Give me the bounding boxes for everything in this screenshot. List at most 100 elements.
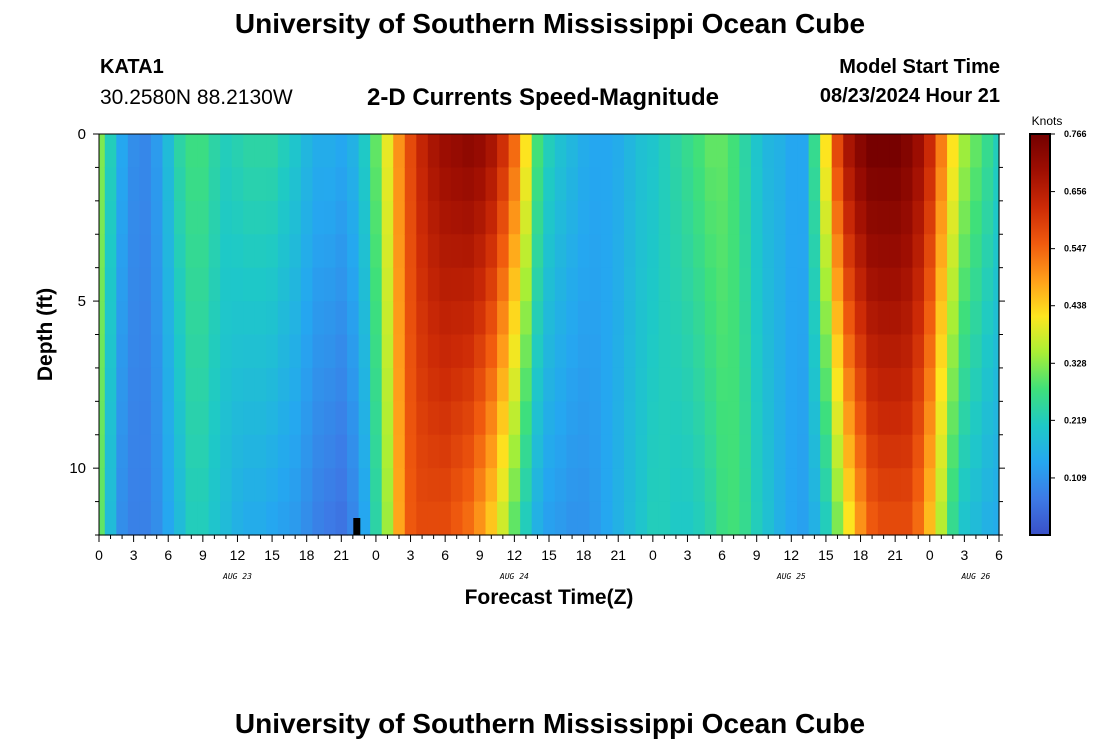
- heatmap-cell: [624, 234, 637, 269]
- heatmap-cell: [958, 334, 971, 369]
- heatmap-cell: [485, 301, 498, 336]
- heatmap-cell: [393, 367, 406, 402]
- heatmap-cell: [531, 301, 544, 336]
- heatmap-cell: [277, 434, 290, 469]
- heatmap-cell: [485, 434, 498, 469]
- heatmap-cell: [497, 167, 510, 202]
- heatmap-cell: [531, 367, 544, 402]
- heatmap-cell: [577, 301, 590, 336]
- heatmap-cell: [866, 267, 879, 302]
- heatmap-cell: [924, 134, 937, 169]
- heatmap-cell: [877, 434, 890, 469]
- heatmap-cell: [704, 200, 717, 235]
- heatmap-cell: [427, 401, 440, 436]
- heatmap-cell: [312, 200, 325, 235]
- heatmap-cell: [877, 167, 890, 202]
- heatmap-cell: [912, 301, 925, 336]
- heatmap-cell: [543, 167, 556, 202]
- heatmap-cell: [600, 501, 614, 536]
- heatmap-cell: [566, 234, 579, 269]
- heatmap-cell: [716, 401, 729, 436]
- heatmap-cell: [99, 234, 106, 269]
- heatmap-cell: [981, 267, 994, 302]
- day-label: AUG 26: [960, 572, 990, 581]
- heatmap-cell: [808, 134, 821, 169]
- heatmap-cell: [220, 200, 233, 235]
- heatmap-cell: [854, 167, 867, 202]
- heatmap-cell: [370, 401, 383, 436]
- heatmap-cell: [947, 367, 960, 402]
- heatmap-cell: [635, 200, 648, 235]
- heatmap-cell: [439, 501, 452, 536]
- heatmap-cell: [312, 134, 325, 169]
- heatmap-cell: [208, 301, 221, 336]
- heatmap-cell: [358, 434, 371, 469]
- heatmap-cell: [197, 468, 210, 503]
- heatmap-cell: [404, 401, 417, 436]
- heatmap-cell: [866, 367, 879, 402]
- heatmap-cell: [808, 200, 821, 235]
- heatmap-cell: [324, 234, 337, 269]
- heatmap-cell: [589, 301, 602, 336]
- heatmap-cell: [197, 167, 210, 202]
- heatmap-cell: [116, 334, 129, 369]
- heatmap-cell: [416, 434, 429, 469]
- heatmap-cell: [116, 301, 129, 336]
- heatmap-cell: [566, 200, 579, 235]
- heatmap-cell: [785, 401, 798, 436]
- heatmap-cell: [508, 401, 521, 436]
- heatmap-cell: [474, 367, 487, 402]
- heatmap-cell: [727, 367, 740, 402]
- heatmap-cell: [947, 334, 960, 369]
- heatmap-cell: [324, 367, 337, 402]
- heatmap-cell: [681, 200, 694, 235]
- heatmap-cell: [174, 301, 187, 336]
- heatmap-cell: [704, 401, 717, 436]
- heatmap-cell: [370, 200, 383, 235]
- heatmap-cell: [185, 167, 198, 202]
- heatmap-cell: [924, 234, 937, 269]
- heatmap-cell: [370, 234, 383, 269]
- heatmap-cell: [104, 367, 117, 402]
- heatmap-cell: [277, 301, 290, 336]
- heatmap-cell: [958, 367, 971, 402]
- heatmap-cell: [589, 234, 602, 269]
- heatmap-cell: [127, 134, 140, 169]
- heatmap-cell: [220, 234, 233, 269]
- heatmap-cell: [785, 167, 798, 202]
- heatmap-cell: [889, 434, 902, 469]
- heatmap-cell: [508, 267, 521, 302]
- heatmap-cell: [831, 301, 844, 336]
- heatmap-cell: [381, 301, 394, 336]
- heatmap-cell: [416, 401, 429, 436]
- heatmap-cell: [750, 401, 764, 436]
- heatmap-cell: [935, 200, 948, 235]
- heatmap-cell: [139, 367, 152, 402]
- heatmap-cell: [324, 134, 337, 169]
- heatmap-cell: [162, 167, 175, 202]
- heatmap-cell: [785, 434, 798, 469]
- heatmap-cell: [335, 468, 348, 503]
- heatmap-cell: [612, 401, 625, 436]
- heatmap-cell: [566, 301, 579, 336]
- heatmap-cell: [958, 401, 971, 436]
- heatmap-cell: [924, 334, 937, 369]
- heatmap-cell: [774, 200, 787, 235]
- heatmap-cell: [889, 234, 902, 269]
- heatmap-cell: [474, 200, 487, 235]
- heatmap-cell: [854, 301, 867, 336]
- heatmap-cell: [335, 401, 348, 436]
- heatmap-cell: [266, 301, 279, 336]
- heatmap-cell: [866, 234, 879, 269]
- heatmap-cell: [935, 367, 948, 402]
- heatmap-cell: [993, 234, 1000, 269]
- heatmap-cell: [912, 501, 925, 536]
- heatmap-cell: [231, 401, 244, 436]
- heatmap-cell: [970, 434, 983, 469]
- heatmap-cell: [543, 267, 556, 302]
- heatmap-cell: [693, 334, 706, 369]
- heatmap-cell: [116, 267, 129, 302]
- heatmap-cell: [762, 434, 775, 469]
- heatmap-cell: [577, 134, 590, 169]
- heatmap-cell: [508, 167, 521, 202]
